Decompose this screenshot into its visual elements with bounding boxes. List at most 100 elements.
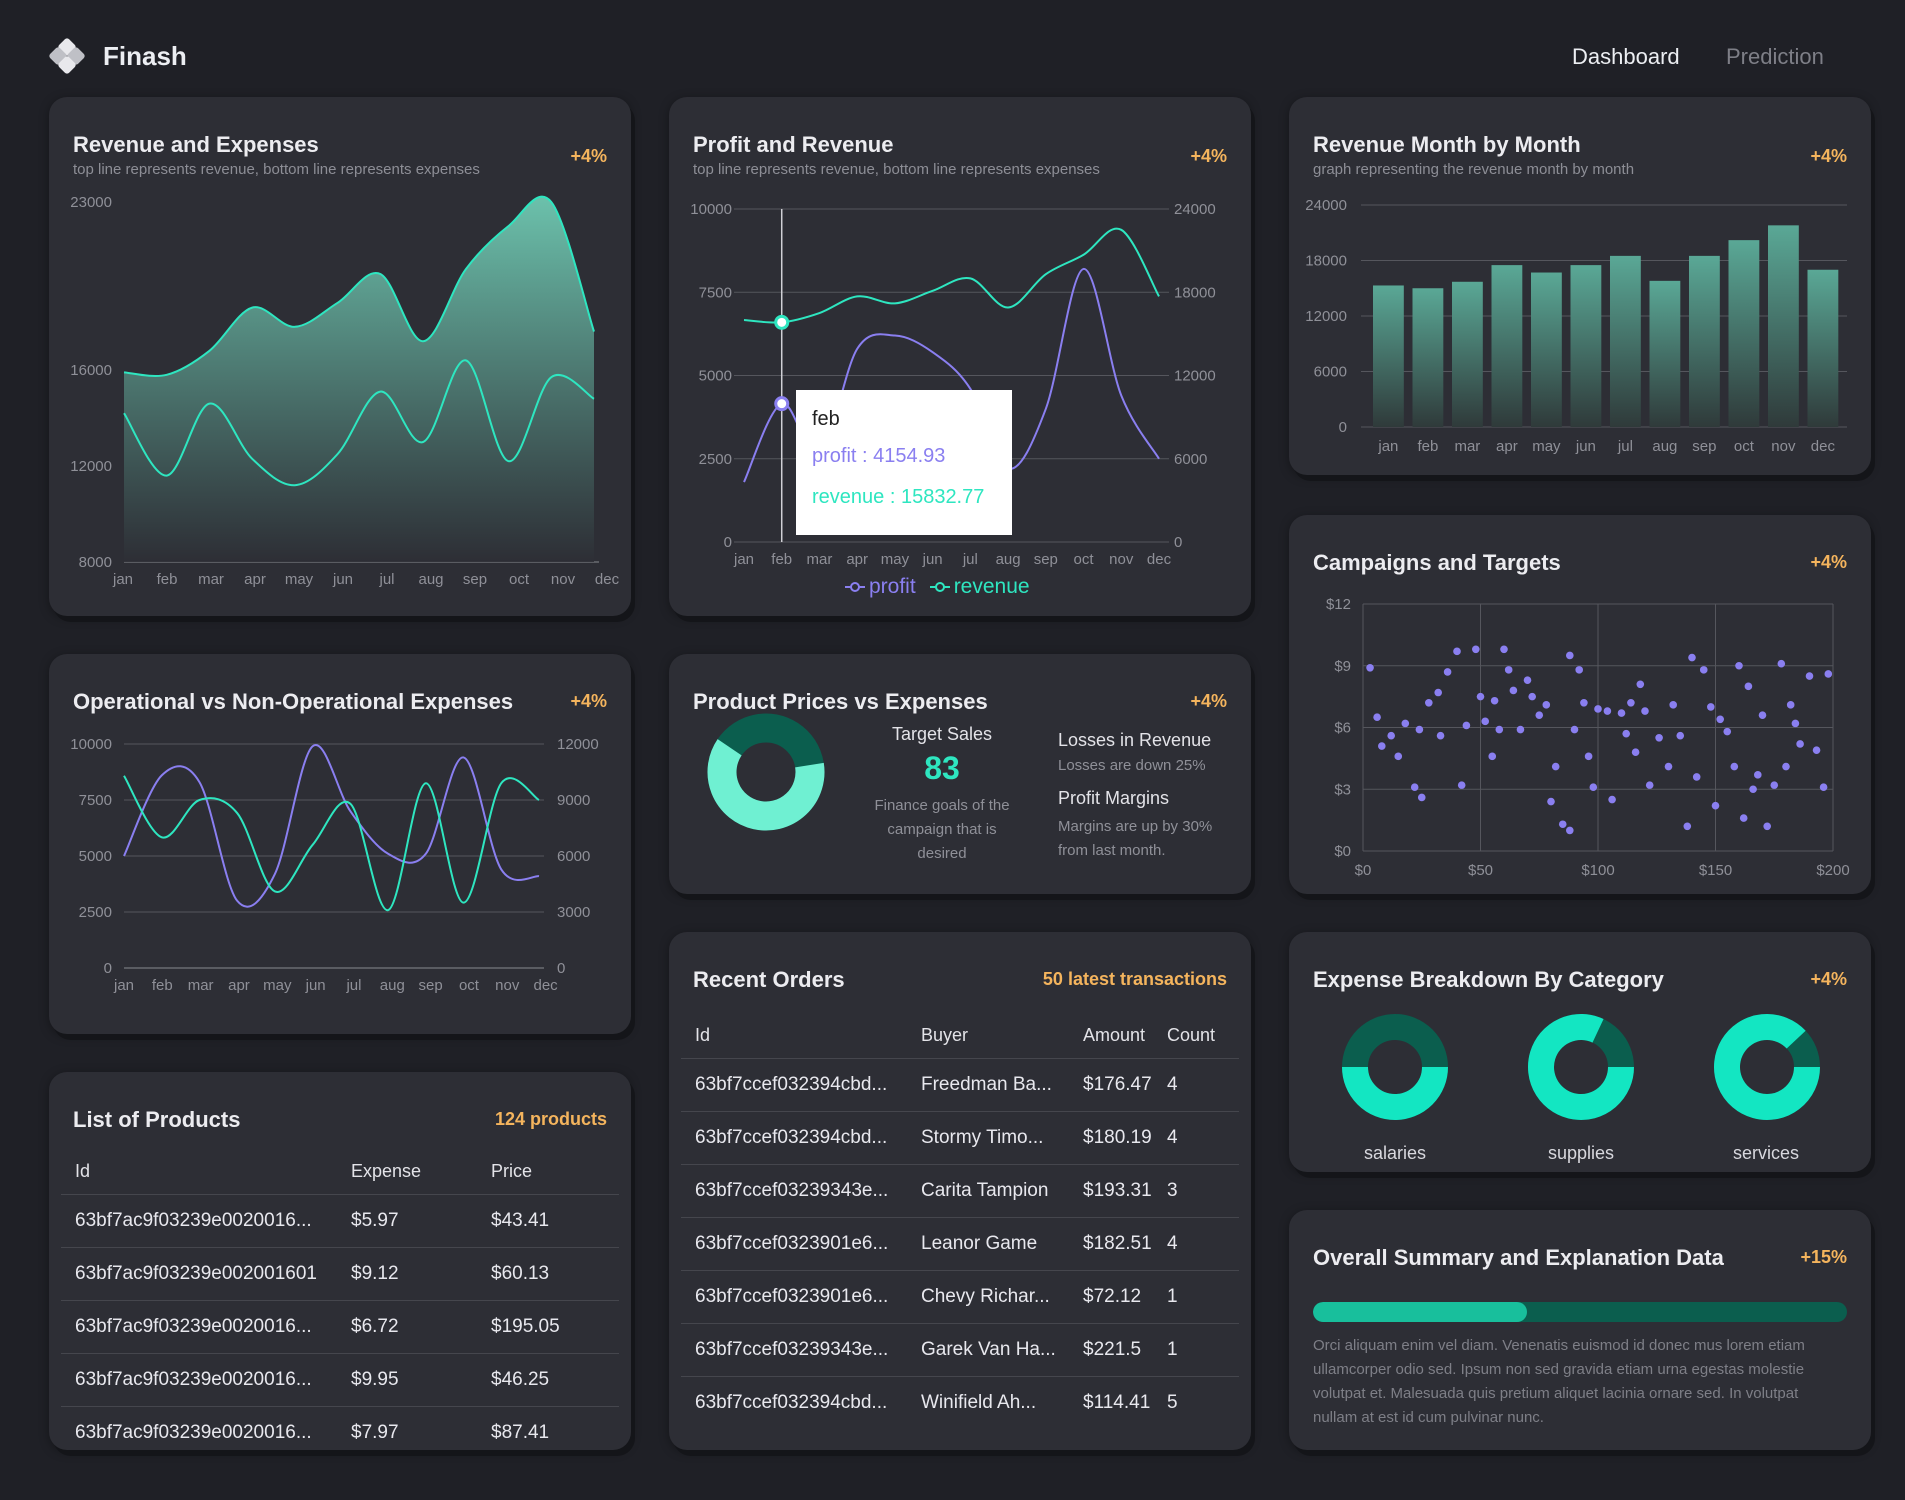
table-row[interactable]: 63bf7ccef032394cbd... Stormy Timo... $180.… — [681, 1110, 1239, 1164]
column-header-count[interactable]: Count — [1167, 1014, 1239, 1059]
scatter-point — [1373, 713, 1381, 722]
scatter-point — [1457, 781, 1466, 789]
table-header-row: Id Expense Price — [61, 1150, 619, 1195]
profit-revenue-chart[interactable]: 0 0 2500 6000 5000 12000 7500 18000 10000 24000 ja… — [669, 97, 1251, 616]
x-tick-label: may — [881, 551, 910, 568]
table-row[interactable]: 63bf7ac9f03239e0020016... $5.97 $43.41 — [61, 1193, 619, 1247]
x-tick-label: oct — [1734, 438, 1755, 455]
profit-hover-point — [774, 396, 790, 412]
y-left-tick-label: 5000 — [79, 848, 112, 865]
scatter-point — [1730, 762, 1739, 771]
expense-donut-services-value — [1714, 1014, 1820, 1120]
table-row[interactable]: 63bf7ac9f03239e002001601 $9.12 $60.13 — [61, 1246, 619, 1300]
scatter-point — [1558, 820, 1567, 829]
diamond-logo-icon — [49, 38, 85, 74]
card-title: Revenue Month by Month — [1313, 132, 1581, 157]
x-tick-label: $100 — [1581, 862, 1614, 879]
app-name: Finash — [103, 40, 187, 71]
revenue-bar-nov — [1768, 225, 1799, 427]
column-header-id[interactable]: Id — [681, 1014, 921, 1059]
scatter-point — [1791, 719, 1800, 728]
table-header-row: Id Buyer Amount Count — [681, 1014, 1239, 1059]
scatter-point — [1603, 707, 1612, 715]
table-cell: Garek Van Ha... — [921, 1322, 1083, 1376]
revenue-bar-sep — [1689, 255, 1720, 427]
legend-revenue[interactable]: revenue — [929, 575, 1030, 599]
x-tick-label: $150 — [1699, 862, 1732, 879]
brand[interactable]: Finash — [49, 38, 187, 74]
products-card: List of Products 124 products Id Expense… — [49, 1072, 631, 1459]
scatter-point — [1669, 701, 1677, 709]
revenue-monthly-card: Revenue Month by Month graph representin… — [1289, 97, 1871, 475]
campaigns-card: Campaigns and Targets +4% $0 $3 $6 $9 $12 $0 $… — [1289, 515, 1871, 894]
scatter-point — [1664, 762, 1673, 771]
products-count-badge[interactable]: 124 products — [494, 1109, 607, 1129]
table-row[interactable]: 63bf7ac9f03239e0020016... $9.95 $46.25 — [61, 1352, 619, 1406]
column-header-price[interactable]: Price — [491, 1150, 619, 1195]
target-sales-value: 83 — [924, 750, 960, 786]
x-tick-label: jul — [378, 571, 394, 588]
x-tick-label: $200 — [1816, 862, 1849, 879]
table-row[interactable]: 63bf7ac9f03239e0020016... $7.97 $87.41 — [61, 1405, 619, 1459]
table-cell: 3 — [1167, 1163, 1239, 1217]
legend-profit[interactable]: profit — [845, 575, 916, 599]
table-cell: Winifield Ah... — [921, 1375, 1083, 1429]
table-cell: $221.5 — [1083, 1322, 1167, 1376]
x-tick-label: feb — [1417, 438, 1438, 455]
table-row[interactable]: 63bf7ccef0323901e6... Chevy Richar... $72.… — [681, 1269, 1239, 1323]
table-row[interactable]: 63bf7ccef0323901e6... Leanor Game $182.51 4 — [681, 1216, 1239, 1270]
column-header-expense[interactable]: Expense — [351, 1150, 491, 1195]
table-row[interactable]: 63bf7ac9f03239e0020016... $6.72 $195.05 — [61, 1299, 619, 1353]
scatter-point — [1617, 709, 1626, 717]
y-left-tick-label: 10000 — [70, 736, 112, 753]
margins-desc: Margins are up by 30% from last month. — [1058, 815, 1212, 863]
scatter-point — [1415, 725, 1424, 734]
margins-title: Profit Margins — [1058, 788, 1170, 808]
scatter-point — [1711, 801, 1720, 810]
x-tick-label: dec — [534, 977, 559, 994]
y-left-tick-label: 2500 — [699, 451, 732, 468]
x-tick-label: jun — [305, 977, 326, 994]
y-left-tick-label: 0 — [104, 960, 112, 977]
table-row[interactable]: 63bf7ccef032394cbd... Freedman Ba... $176.… — [681, 1057, 1239, 1111]
table-cell: 63bf7ccef032394cbd... — [681, 1057, 921, 1111]
scatter-point — [1425, 699, 1433, 707]
x-tick-label: jan — [733, 551, 754, 568]
y-tick-label: $12 — [1326, 596, 1351, 613]
x-tick-label: jul — [962, 551, 978, 568]
table-row[interactable]: 63bf7ccef032394cbd... Winifield Ah... $114… — [681, 1375, 1239, 1429]
nav-dashboard[interactable]: Dashboard — [1572, 44, 1680, 69]
legend-profit-label: profit — [869, 575, 916, 598]
scatter-point — [1387, 731, 1395, 740]
y-tick-label: 6000 — [1314, 364, 1347, 381]
product-donut-chart — [707, 713, 825, 831]
scatter-point — [1584, 752, 1593, 761]
table-row[interactable]: 63bf7ccef03239343e... Garek Van Ha... $221… — [681, 1322, 1239, 1376]
table-cell: 4 — [1167, 1057, 1239, 1111]
y-tick-label: 16000 — [70, 362, 112, 379]
x-tick-label: aug — [418, 571, 443, 588]
products-table: Id Expense Price 63bf7ac9f03239e0020016.… — [61, 1150, 619, 1459]
x-tick-label: nov — [1109, 551, 1134, 568]
transactions-badge[interactable]: 50 latest transactions — [1042, 969, 1227, 989]
campaigns-chart: $0 $3 $6 $9 $12 $0 $50 $100 $150 $200 — [1326, 596, 1850, 879]
y-right-tick-label: 6000 — [557, 848, 590, 865]
scatter-point — [1410, 783, 1419, 791]
non-operational-line — [123, 775, 540, 912]
table-row[interactable]: 63bf7ccef03239343e... Carita Tampion $193.… — [681, 1163, 1239, 1217]
column-header-amount[interactable]: Amount — [1083, 1014, 1167, 1059]
table-cell: $9.12 — [351, 1246, 491, 1300]
table-cell: $195.05 — [491, 1299, 619, 1353]
x-tick-label: jun — [922, 551, 943, 568]
y-tick-label: 12000 — [1305, 308, 1347, 325]
x-tick-label: jan — [1377, 438, 1398, 455]
scatter-point — [1528, 692, 1536, 701]
nav-prediction[interactable]: Prediction — [1726, 44, 1824, 69]
column-header-id[interactable]: Id — [61, 1150, 351, 1195]
summary-card: Overall Summary and Explanation Data +15… — [1289, 1210, 1871, 1450]
summary-progress-fill — [1313, 1302, 1527, 1322]
opex-card: Operational vs Non-Operational Expenses … — [49, 654, 631, 1034]
column-header-buyer[interactable]: Buyer — [921, 1014, 1083, 1059]
scatter-point — [1434, 688, 1442, 697]
table-cell: 63bf7ccef03239343e... — [681, 1163, 921, 1217]
